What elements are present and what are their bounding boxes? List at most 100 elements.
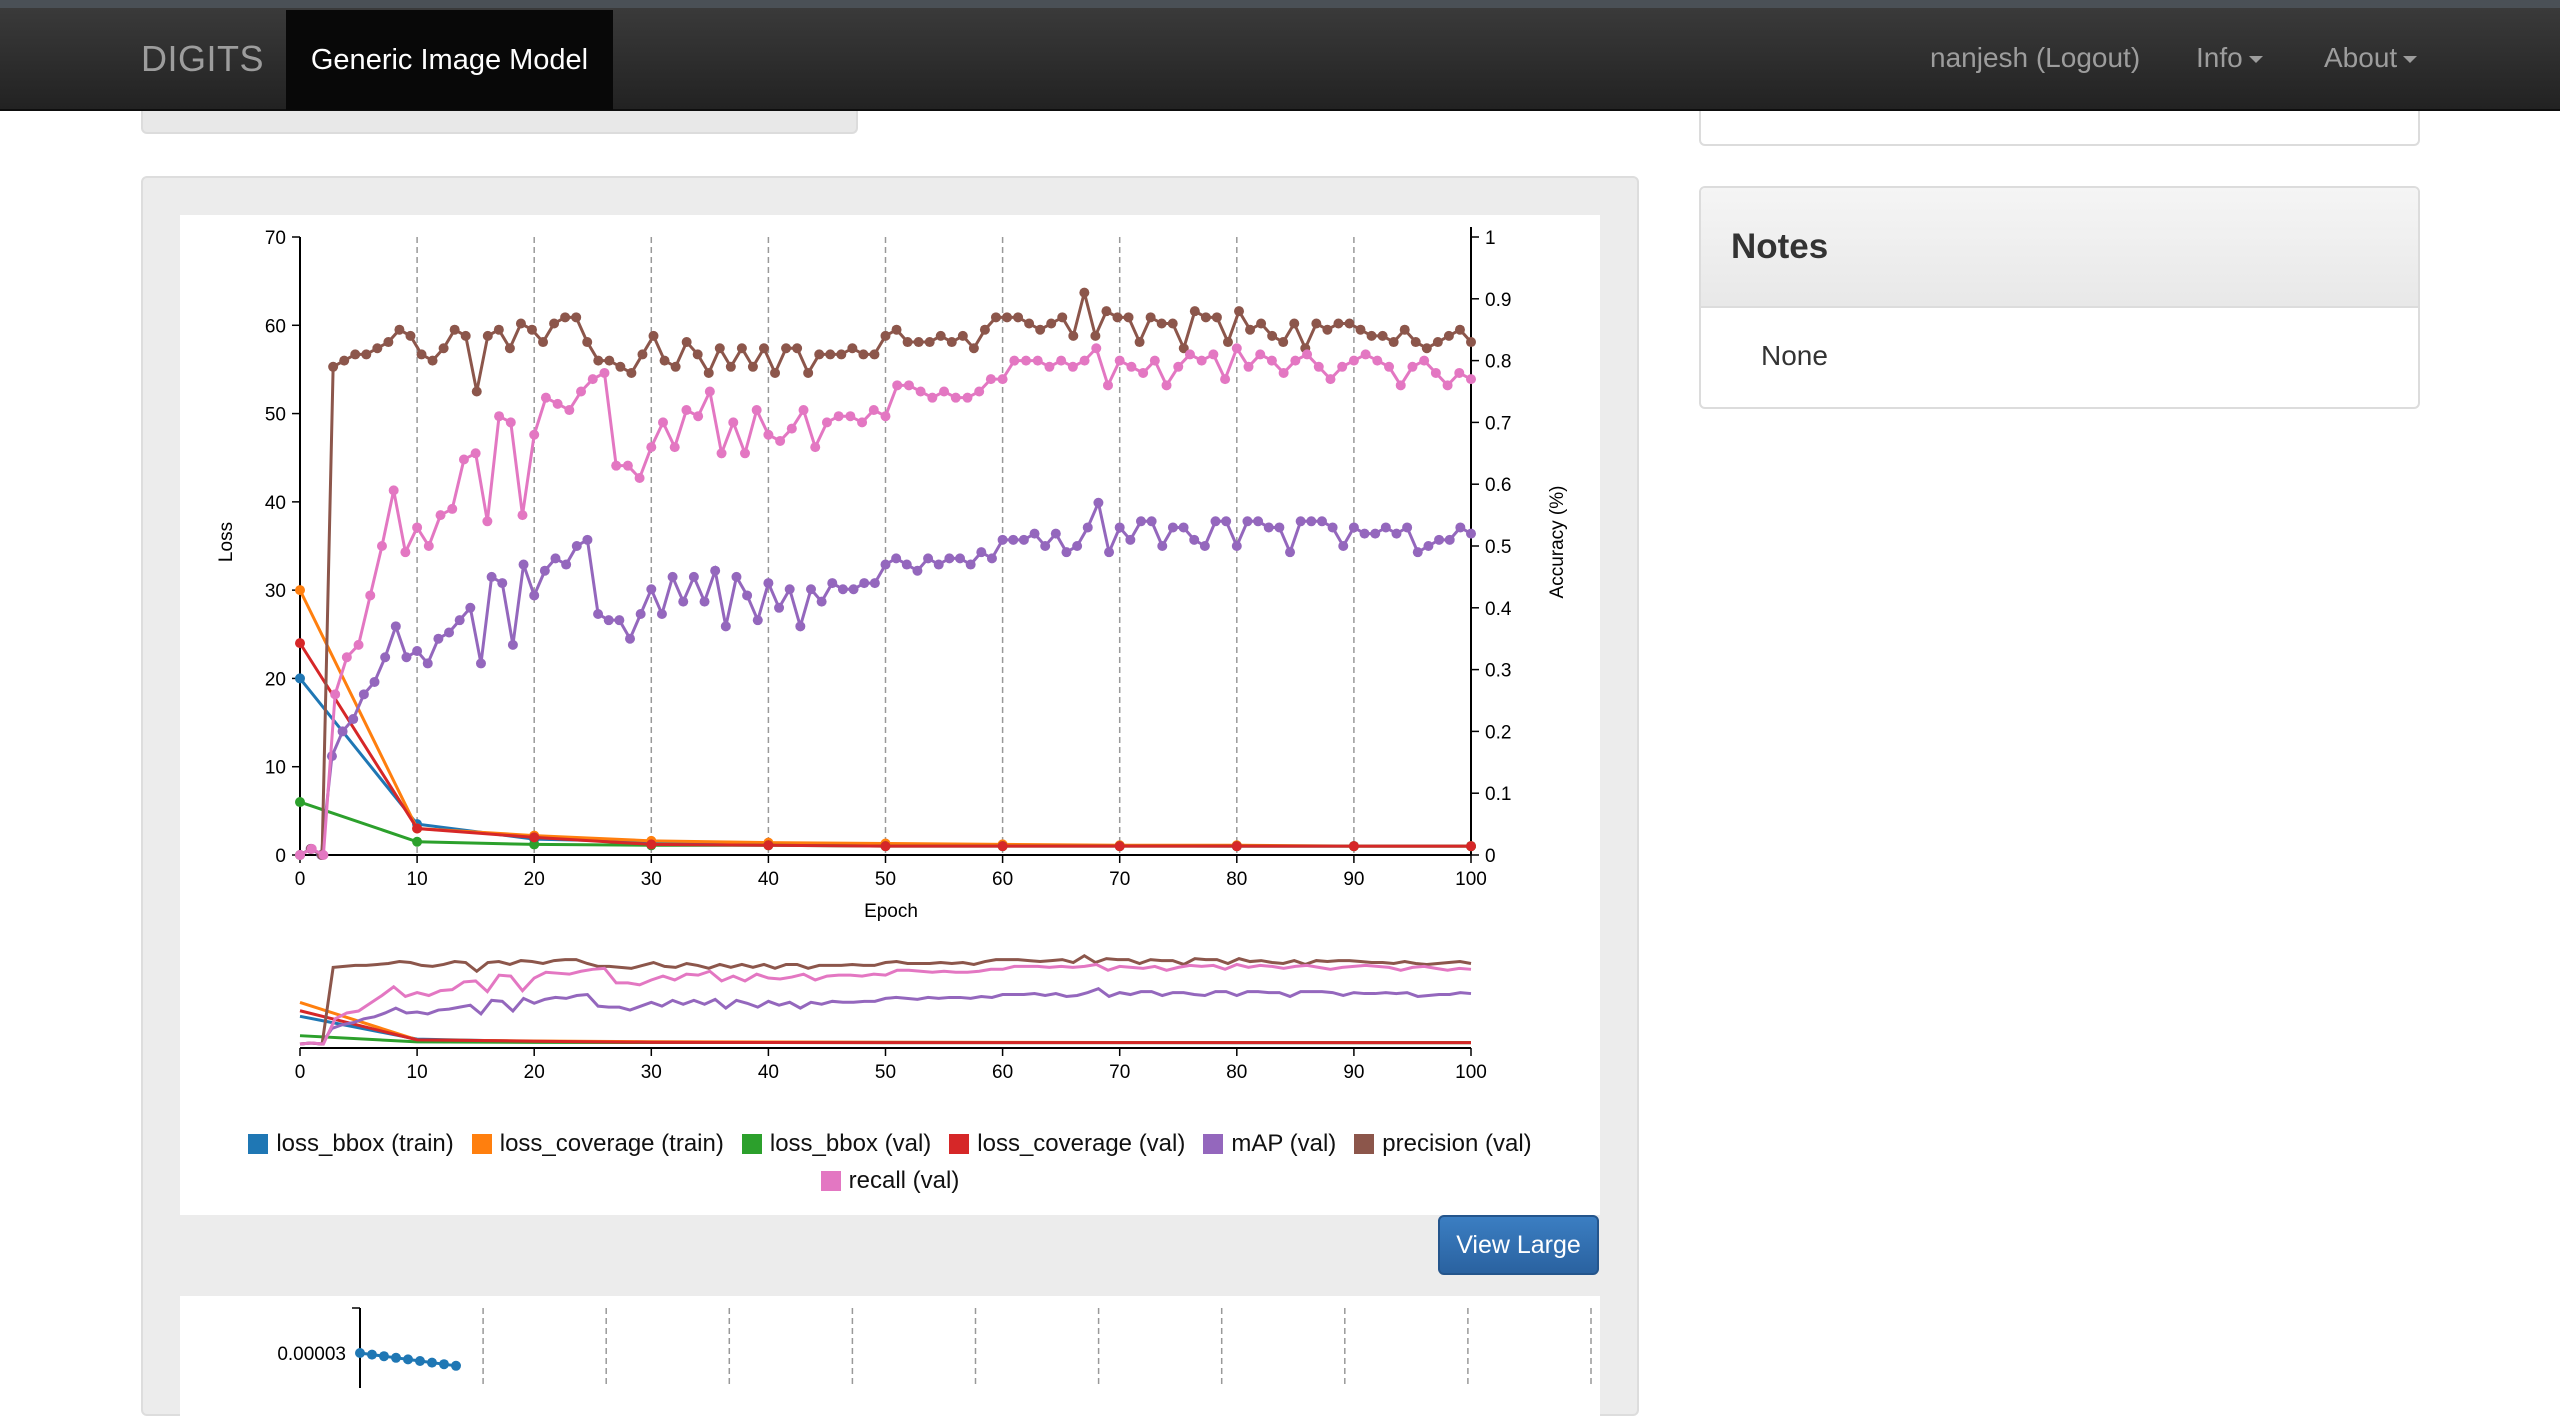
data-point: [763, 578, 774, 589]
y2-tick-label: 0.9: [1485, 290, 1511, 311]
data-point: [1245, 324, 1256, 335]
data-point: [339, 355, 350, 366]
data-point: [1013, 312, 1024, 323]
legend-item[interactable]: loss_coverage (train): [471, 1130, 724, 1158]
x-tick-label: 20: [524, 869, 545, 890]
lr-data-point: [391, 1352, 401, 1363]
legend-item[interactable]: loss_bbox (train): [248, 1129, 454, 1158]
vertical-gridlines: [416, 237, 1355, 855]
training-chart-card: 0 10 20 30 40 50 60 70 80 90 100 0 10 20 30 40 50 60 70 0 0.…: [180, 215, 1600, 1215]
data-point: [1079, 287, 1090, 298]
data-point: [1057, 312, 1068, 323]
overview-x-tick-label: 10: [407, 1062, 428, 1083]
data-point: [622, 460, 633, 471]
logout-link[interactable]: nanjesh (Logout): [1930, 42, 2141, 73]
data-point: [634, 473, 645, 484]
data-point: [1231, 343, 1242, 354]
data-point: [1184, 349, 1195, 360]
overview-series-line: [299, 1014, 1471, 1045]
data-point: [1311, 318, 1322, 329]
data-point: [752, 615, 763, 626]
data-point: [670, 361, 681, 372]
legend-item[interactable]: mAP (val): [1203, 1130, 1336, 1158]
data-point: [1050, 528, 1061, 539]
data-point: [1104, 547, 1115, 558]
data-point: [497, 578, 508, 589]
data-point: [416, 349, 427, 360]
data-point: [736, 343, 747, 354]
data-point: [1126, 361, 1137, 372]
data-point: [710, 565, 721, 576]
data-point: [720, 621, 731, 632]
data-point: [1072, 541, 1083, 551]
data-point: [903, 380, 914, 391]
data-point: [1156, 318, 1167, 329]
data-point: [494, 411, 505, 422]
y2-tick-label: 0.8: [1485, 352, 1511, 373]
overview-series-line: [299, 962, 1472, 1046]
data-point: [1082, 522, 1093, 533]
data-point: [985, 374, 996, 385]
learning-rate-chart-card: 0.00003: [180, 1296, 1600, 1416]
series-precision-val-: [295, 287, 1476, 860]
data-point: [847, 343, 858, 354]
lr-data-point: [415, 1356, 425, 1366]
legend-item[interactable]: loss_bbox (val): [741, 1130, 931, 1158]
y-tick-label: 20: [265, 669, 286, 690]
data-point: [635, 608, 646, 619]
legend-label: loss_bbox (train): [276, 1129, 454, 1157]
overview-x-tick-label: 80: [1226, 1062, 1247, 1083]
data-point: [1337, 361, 1348, 372]
data-point: [1256, 318, 1267, 329]
legend-item[interactable]: precision (val): [1354, 1130, 1532, 1158]
data-point: [295, 850, 305, 860]
data-point: [1044, 361, 1055, 372]
legend-item[interactable]: recall (val): [820, 1167, 959, 1195]
nav-tab-generic-image-model[interactable]: Generic Image Model: [286, 10, 613, 110]
legend-item[interactable]: loss_coverage (val): [949, 1130, 1185, 1158]
data-point: [1032, 355, 1043, 366]
x-tick-label: 60: [992, 869, 1013, 890]
data-point: [365, 590, 376, 601]
data-point: [669, 442, 680, 453]
data-point: [1167, 522, 1178, 533]
learning-rate-chart[interactable]: 0.00003: [180, 1296, 1600, 1388]
data-point: [538, 337, 549, 348]
data-point: [1135, 516, 1146, 527]
data-point: [997, 534, 1008, 545]
data-point: [869, 349, 880, 360]
data-point: [517, 510, 528, 521]
data-point: [681, 405, 692, 416]
data-point: [1402, 522, 1413, 533]
info-menu[interactable]: Info: [2196, 42, 2263, 74]
lr-data-point: [367, 1349, 377, 1360]
data-point: [295, 585, 305, 596]
data-point: [659, 355, 670, 366]
data-point: [361, 349, 372, 360]
data-point: [703, 367, 714, 378]
data-point: [1093, 497, 1104, 508]
data-point: [1430, 367, 1441, 378]
data-point: [412, 522, 423, 533]
data-point: [504, 343, 515, 354]
data-point: [625, 633, 636, 644]
data-point: [1372, 355, 1383, 366]
data-point: [1348, 841, 1359, 852]
data-point: [383, 337, 394, 348]
overview-x-tick-label: 30: [641, 1062, 662, 1083]
data-point: [1289, 318, 1300, 329]
data-point: [1325, 374, 1336, 385]
y2-tick-label: 0.6: [1485, 475, 1511, 496]
data-point: [526, 324, 537, 335]
view-large-button[interactable]: View Large: [1438, 1215, 1599, 1275]
training-chart[interactable]: 0 10 20 30 40 50 60 70 80 90 10001020304050607000.…: [180, 215, 1600, 1125]
about-menu[interactable]: About: [2324, 42, 2418, 74]
overview-x-tick-label: 50: [875, 1062, 896, 1083]
overview-x-tick-label: 60: [992, 1062, 1013, 1083]
brand-link[interactable]: DIGITS: [141, 38, 265, 79]
data-point: [728, 417, 739, 428]
lr-data-point: [427, 1357, 437, 1368]
data-point: [997, 374, 1008, 385]
overview-series-line: [299, 1009, 1471, 1045]
data-point: [1231, 841, 1242, 852]
